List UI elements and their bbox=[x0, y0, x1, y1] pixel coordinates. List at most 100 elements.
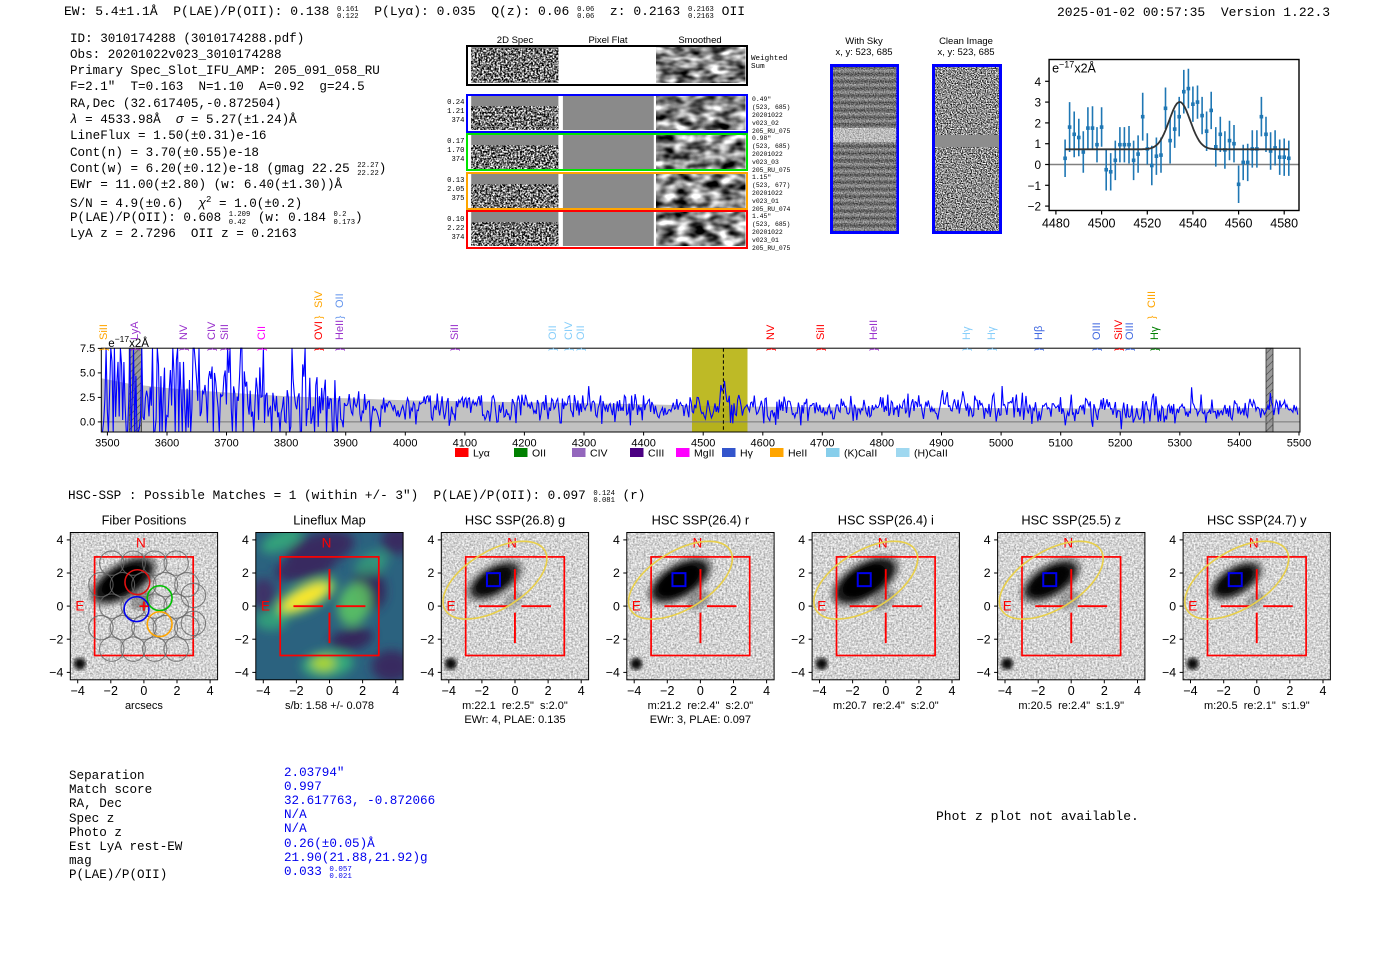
svg-text:−4: −4 bbox=[1183, 684, 1197, 698]
svg-text:2: 2 bbox=[174, 684, 181, 698]
svg-text:}: } bbox=[869, 347, 880, 351]
svg-text:}: } bbox=[1150, 347, 1161, 351]
svg-text:3: 3 bbox=[1035, 96, 1042, 110]
svg-text:4400: 4400 bbox=[631, 438, 655, 450]
svg-text:−2: −2 bbox=[475, 684, 489, 698]
svg-text:2: 2 bbox=[1101, 684, 1108, 698]
svg-text:}: } bbox=[207, 347, 218, 351]
svg-text:HSC SSP(26.4) i: HSC SSP(26.4) i bbox=[838, 513, 934, 528]
svg-text:5.0: 5.0 bbox=[80, 368, 95, 380]
svg-text:4: 4 bbox=[242, 533, 249, 547]
svg-text:Lyα: Lyα bbox=[473, 448, 490, 460]
svg-text:Fiber Positions: Fiber Positions bbox=[102, 513, 187, 528]
svg-text:0: 0 bbox=[326, 684, 333, 698]
svg-text:Hγ: Hγ bbox=[961, 326, 973, 340]
svg-text:0: 0 bbox=[1169, 599, 1176, 613]
svg-text:4: 4 bbox=[1169, 533, 1176, 547]
svg-text:4: 4 bbox=[763, 684, 770, 698]
svg-text:NV: NV bbox=[765, 324, 777, 340]
svg-text:4: 4 bbox=[984, 533, 991, 547]
svg-text:−2: −2 bbox=[660, 684, 674, 698]
svg-text:NV: NV bbox=[178, 324, 190, 340]
svg-text:4: 4 bbox=[578, 684, 585, 698]
svg-text:}: } bbox=[130, 347, 141, 351]
svg-text:0: 0 bbox=[1253, 684, 1260, 698]
svg-text:}: } bbox=[1147, 315, 1158, 319]
svg-text:N: N bbox=[1249, 536, 1259, 551]
svg-text:m:21.2 re:2.4" s:2.0": m:21.2 re:2.4" s:2.0" bbox=[648, 700, 754, 712]
svg-text:0: 0 bbox=[242, 599, 249, 613]
svg-text:}: } bbox=[257, 347, 268, 351]
svg-text:4480: 4480 bbox=[1042, 217, 1070, 231]
svg-text:Hγ: Hγ bbox=[740, 448, 754, 460]
svg-text:3600: 3600 bbox=[155, 438, 179, 450]
svg-text:N: N bbox=[1063, 536, 1073, 551]
svg-text:}: } bbox=[548, 347, 559, 351]
svg-text:4100: 4100 bbox=[453, 438, 477, 450]
svg-text:Hγ: Hγ bbox=[986, 326, 998, 340]
svg-text:0.0: 0.0 bbox=[80, 417, 95, 429]
svg-text:−2: −2 bbox=[1217, 684, 1231, 698]
svg-text:4: 4 bbox=[798, 533, 805, 547]
svg-text:−2: −2 bbox=[289, 684, 303, 698]
svg-text:e−17x2Å: e−17x2Å bbox=[1052, 60, 1096, 76]
svg-text:4500: 4500 bbox=[1088, 217, 1116, 231]
svg-text:2: 2 bbox=[427, 566, 434, 580]
svg-text:SiII: SiII bbox=[815, 324, 827, 340]
svg-text:4: 4 bbox=[56, 533, 63, 547]
svg-text:N: N bbox=[322, 536, 332, 551]
svg-text:HSC SSP(26.4) r: HSC SSP(26.4) r bbox=[652, 513, 750, 528]
svg-text:4700: 4700 bbox=[810, 438, 834, 450]
svg-text:−2: −2 bbox=[1031, 684, 1045, 698]
svg-text:OIII: OIII bbox=[1091, 322, 1103, 340]
svg-text:4520: 4520 bbox=[1133, 217, 1161, 231]
svg-text:0: 0 bbox=[697, 684, 704, 698]
svg-text:CIV: CIV bbox=[206, 321, 218, 340]
svg-text:0: 0 bbox=[798, 599, 805, 613]
svg-text:m:22.1 re:2.5" s:2.0": m:22.1 re:2.5" s:2.0" bbox=[462, 700, 568, 712]
svg-text:3800: 3800 bbox=[274, 438, 298, 450]
svg-text:N: N bbox=[136, 536, 146, 551]
svg-text:4900: 4900 bbox=[929, 438, 953, 450]
svg-text:OII: OII bbox=[532, 448, 546, 460]
svg-text:−4: −4 bbox=[420, 666, 434, 680]
svg-text:4200: 4200 bbox=[512, 438, 536, 450]
svg-text:LyA: LyA bbox=[129, 321, 141, 340]
svg-text:1: 1 bbox=[1035, 137, 1042, 151]
svg-text:0: 0 bbox=[882, 684, 889, 698]
svg-text:5200: 5200 bbox=[1108, 438, 1132, 450]
svg-text:−2: −2 bbox=[420, 633, 434, 647]
svg-text:4500: 4500 bbox=[691, 438, 715, 450]
svg-text:0: 0 bbox=[613, 599, 620, 613]
svg-text:}: } bbox=[179, 347, 190, 351]
svg-text:}: } bbox=[335, 315, 346, 319]
svg-text:N: N bbox=[507, 536, 517, 551]
svg-text:7.5: 7.5 bbox=[80, 343, 95, 355]
svg-text:5000: 5000 bbox=[989, 438, 1013, 450]
svg-text:4600: 4600 bbox=[751, 438, 775, 450]
svg-text:2: 2 bbox=[359, 684, 366, 698]
svg-text:Hβ: Hβ bbox=[1033, 326, 1045, 340]
svg-text:−4: −4 bbox=[256, 684, 270, 698]
svg-text:−2: −2 bbox=[791, 633, 805, 647]
svg-text:HSC SSP(24.7) y: HSC SSP(24.7) y bbox=[1207, 513, 1307, 528]
svg-text:HeII: HeII bbox=[788, 448, 807, 460]
svg-text:3500: 3500 bbox=[95, 438, 119, 450]
svg-text:4800: 4800 bbox=[870, 438, 894, 450]
svg-text:−4: −4 bbox=[998, 684, 1012, 698]
svg-text:SiII: SiII bbox=[98, 324, 110, 340]
svg-text:OII: OII bbox=[575, 325, 587, 340]
svg-text:}: } bbox=[314, 315, 325, 319]
svg-text:HeII: HeII bbox=[334, 320, 346, 340]
svg-text:E: E bbox=[75, 599, 84, 614]
svg-text:MgII: MgII bbox=[694, 448, 714, 460]
svg-text:arcsecs: arcsecs bbox=[125, 700, 163, 712]
svg-text:4: 4 bbox=[613, 533, 620, 547]
svg-text:2: 2 bbox=[1169, 566, 1176, 580]
svg-text:4560: 4560 bbox=[1225, 217, 1253, 231]
svg-text:−4: −4 bbox=[235, 666, 249, 680]
svg-text:}: } bbox=[1125, 347, 1136, 351]
svg-text:}: } bbox=[314, 347, 325, 351]
svg-text:e−17x2Å: e−17x2Å bbox=[108, 334, 149, 350]
svg-text:EWr: 3, PLAE: 0.097: EWr: 3, PLAE: 0.097 bbox=[650, 714, 751, 726]
